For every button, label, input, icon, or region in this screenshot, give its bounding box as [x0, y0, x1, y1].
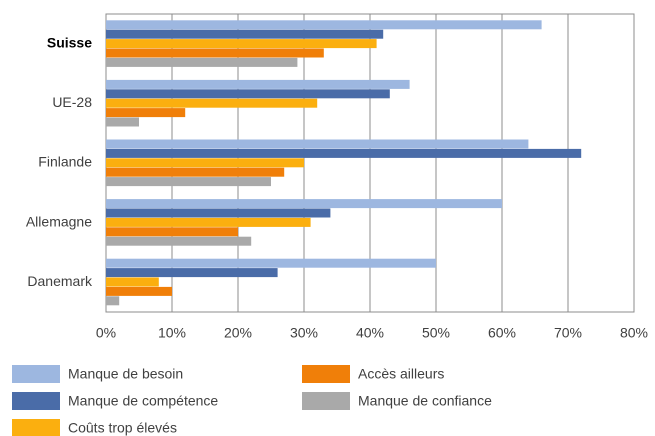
bar [106, 167, 285, 177]
legend-label: Manque de besoin [68, 366, 183, 382]
bar [106, 89, 390, 99]
x-tick-label: 60% [488, 325, 516, 341]
bar [106, 258, 436, 268]
bar [106, 236, 252, 246]
bar [106, 268, 278, 278]
legend-swatch [12, 419, 60, 436]
bar [106, 79, 410, 89]
y-tick-label: Suisse [47, 35, 92, 51]
bar [106, 227, 238, 237]
x-tick-label: 20% [224, 325, 252, 341]
bar [106, 286, 172, 296]
x-tick-label: 30% [290, 325, 318, 341]
y-tick-label: Finlande [38, 154, 92, 170]
bar [106, 139, 529, 149]
bar [106, 29, 384, 39]
bar [106, 57, 298, 67]
bar [106, 48, 324, 58]
bar [106, 148, 582, 158]
x-tick-label: 70% [554, 325, 582, 341]
bar [106, 158, 304, 168]
y-tick-label: Danemark [27, 273, 93, 289]
legend-label: Coûts trop élevés [68, 420, 177, 436]
bar [106, 177, 271, 187]
x-tick-label: 80% [620, 325, 648, 341]
bar [106, 296, 120, 306]
legend-swatch [302, 365, 350, 383]
bar [106, 208, 331, 218]
legend-label: Manque de confiance [358, 393, 492, 409]
bar [106, 217, 311, 227]
bar [106, 39, 377, 49]
legend-label: Manque de compétence [68, 393, 218, 409]
bar [106, 20, 542, 30]
legend-label: Accès ailleurs [358, 366, 444, 382]
y-tick-label: UE-28 [52, 94, 92, 110]
legend-swatch [302, 392, 350, 410]
x-tick-label: 0% [96, 325, 116, 341]
x-tick-label: 50% [422, 325, 450, 341]
bar [106, 117, 139, 127]
x-tick-label: 10% [158, 325, 186, 341]
bar [106, 277, 159, 287]
bar [106, 199, 502, 209]
y-tick-label: Allemagne [26, 213, 92, 229]
bar [106, 108, 186, 118]
legend-swatch [12, 392, 60, 410]
legend-swatch [12, 365, 60, 383]
bar [106, 98, 318, 108]
x-tick-label: 40% [356, 325, 384, 341]
